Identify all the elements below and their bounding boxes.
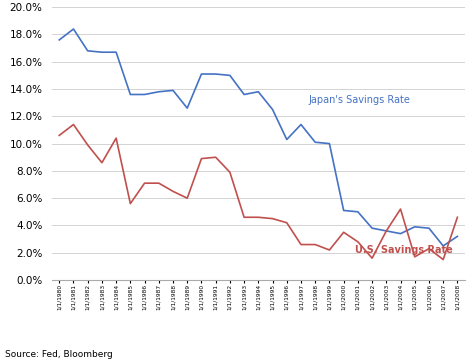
Text: U.S. Savings Rate: U.S. Savings Rate (355, 245, 453, 255)
Text: Japan's Savings Rate: Japan's Savings Rate (308, 95, 410, 105)
Text: Source: Fed, Bloomberg: Source: Fed, Bloomberg (5, 350, 112, 359)
